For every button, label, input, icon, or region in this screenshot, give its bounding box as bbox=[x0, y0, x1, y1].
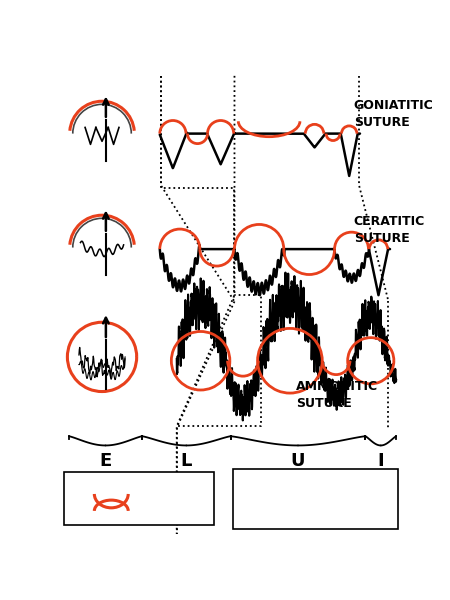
Text: L: L bbox=[180, 452, 192, 470]
Text: CERATITIC
SUTURE: CERATITIC SUTURE bbox=[354, 215, 425, 245]
Text: U: U bbox=[291, 452, 305, 470]
Bar bbox=[63, 472, 214, 525]
Text: L = lateral: L = lateral bbox=[238, 491, 296, 501]
Text: I: I bbox=[378, 452, 384, 470]
Text: E = external (ventral): E = external (ventral) bbox=[238, 478, 359, 488]
Text: AMMONITIC
SUTURE: AMMONITIC SUTURE bbox=[296, 380, 378, 410]
Text: LOBES: LOBES bbox=[138, 506, 183, 519]
Text: I = internal (dorsal): I = internal (dorsal) bbox=[238, 517, 346, 527]
Text: E: E bbox=[99, 452, 112, 470]
Bar bbox=[233, 469, 399, 529]
Text: GONIATITIC
SUTURE: GONIATITIC SUTURE bbox=[354, 100, 434, 130]
Text: U = umbilical: U = umbilical bbox=[238, 504, 313, 514]
Text: SADDLES: SADDLES bbox=[138, 485, 203, 498]
